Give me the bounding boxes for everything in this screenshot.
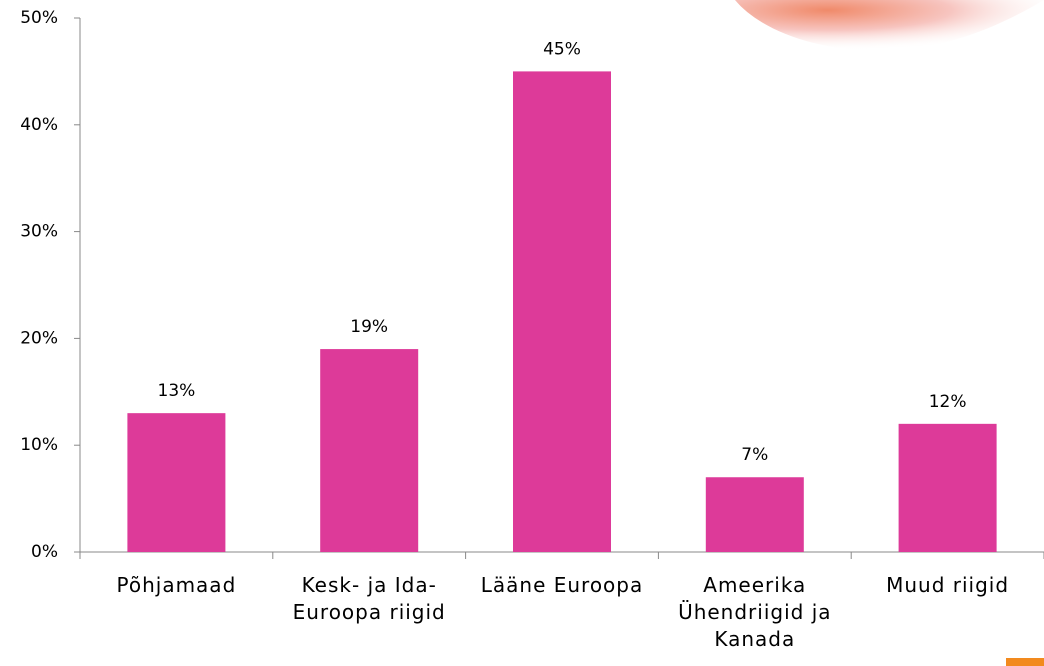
y-tick-label: 50% <box>20 8 58 28</box>
x-tick-label: Lääne Euroopa <box>480 573 644 597</box>
y-tick-label: 40% <box>20 115 58 135</box>
x-tick-label: Muud riigid <box>886 573 1010 597</box>
bar <box>513 71 611 553</box>
decoration <box>735 0 1044 51</box>
y-tick-label: 30% <box>20 222 58 242</box>
x-tick-label: Kesk- ja Ida-Euroopa riigid <box>292 573 446 624</box>
y-tick-label: 0% <box>31 542 58 562</box>
x-tick-label: Ameerika Ühendriigid ja Kanada <box>678 573 832 651</box>
value-label: 13% <box>158 381 196 401</box>
value-label: 45% <box>543 39 581 59</box>
y-tick-label: 10% <box>20 435 58 455</box>
x-tick-label: Põhjamaad <box>116 573 237 597</box>
bar <box>898 423 997 552</box>
bar <box>320 349 419 552</box>
decoration <box>1006 658 1044 666</box>
y-tick-label: 20% <box>20 328 58 348</box>
value-label: 19% <box>350 317 388 337</box>
value-label: 7% <box>741 445 768 465</box>
value-label: 12% <box>929 392 967 412</box>
bar <box>127 413 226 552</box>
bar <box>705 477 804 552</box>
